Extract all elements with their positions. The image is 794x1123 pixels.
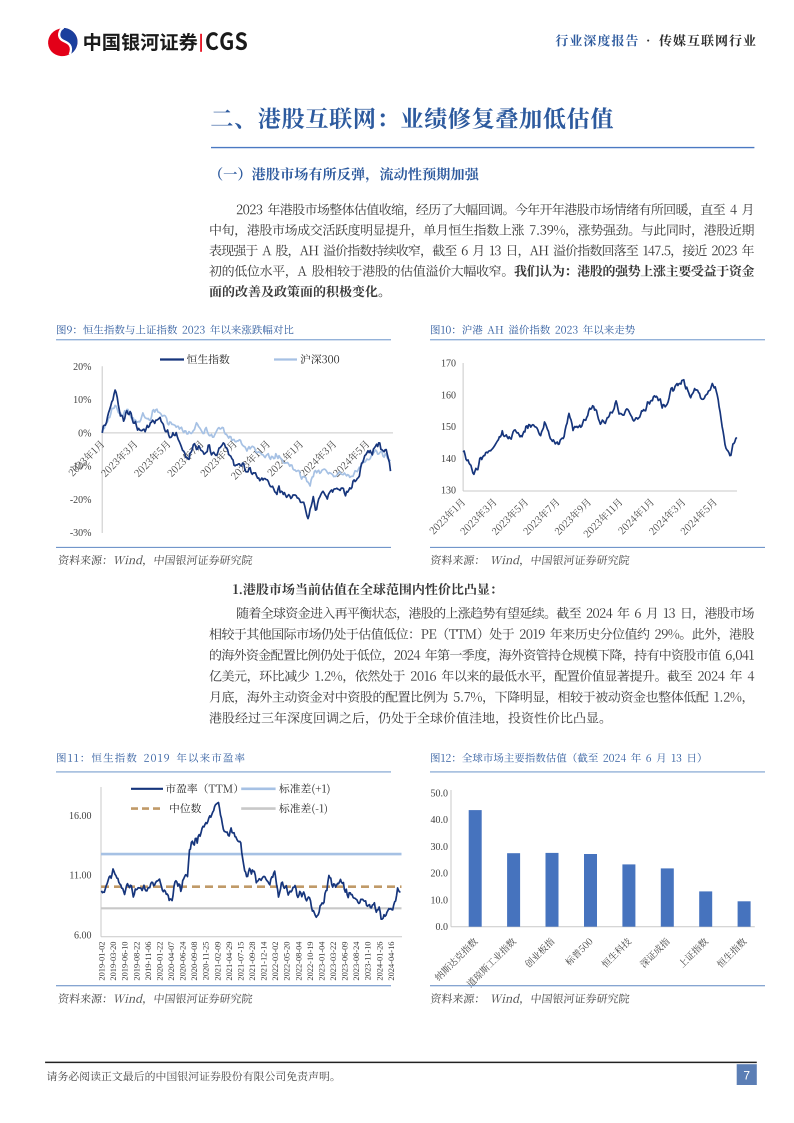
svg-text:10.0: 10.0 [431,896,449,907]
svg-text:150: 150 [441,422,456,433]
svg-text:2021-02-09: 2021-02-09 [213,942,222,981]
svg-text:2019-06-10: 2019-06-10 [121,942,130,981]
svg-text:-30%: -30% [70,528,92,539]
svg-text:-10%: -10% [70,462,92,473]
svg-text:2020-09-08: 2020-09-08 [190,942,199,981]
svg-text:2023-11-10: 2023-11-10 [364,942,373,981]
svg-text:160: 160 [441,390,456,401]
svg-text:2019-11-06: 2019-11-06 [144,942,153,981]
svg-text:2021-12-14: 2021-12-14 [260,941,269,981]
svg-text:0.0: 0.0 [436,922,449,933]
svg-text:2019-01-02: 2019-01-02 [98,942,107,981]
svg-text:30.0: 30.0 [431,842,449,853]
svg-text:40.0: 40.0 [431,815,449,826]
svg-text:6.00: 6.00 [74,930,92,941]
svg-text:50.0: 50.0 [431,789,449,800]
svg-text:2022-03-02: 2022-03-02 [271,942,280,981]
svg-text:2022-10-19: 2022-10-19 [306,942,315,981]
svg-text:2021-09-28: 2021-09-28 [248,942,257,981]
svg-text:2019-08-22: 2019-08-22 [132,942,141,981]
svg-text:2024-01-26: 2024-01-26 [375,942,384,981]
svg-text:2023-08-24: 2023-08-24 [352,941,361,981]
svg-text:16.00: 16.00 [69,811,92,822]
svg-text:11.00: 11.00 [69,871,91,882]
svg-text:2024-04-16: 2024-04-16 [387,942,396,981]
svg-text:2022-05-20: 2022-05-20 [283,942,292,981]
svg-text:2020-06-24: 2020-06-24 [179,941,188,981]
svg-text:2020-01-22: 2020-01-22 [155,942,164,981]
svg-text:2023-06-09: 2023-06-09 [341,942,350,981]
svg-text:130: 130 [441,486,456,497]
svg-text:20%: 20% [73,362,91,373]
svg-text:10%: 10% [73,395,91,406]
svg-text:2021-07-15: 2021-07-15 [236,942,245,981]
svg-text:2021-04-29: 2021-04-29 [225,942,234,981]
svg-text:2023-03-22: 2023-03-22 [329,942,338,981]
svg-text:20.0: 20.0 [431,869,449,880]
svg-text:2020-11-25: 2020-11-25 [202,942,211,981]
svg-text:-20%: -20% [70,495,92,506]
svg-text:170: 170 [441,359,456,370]
svg-text:2022-08-04: 2022-08-04 [294,941,303,981]
svg-text:2020-04-07: 2020-04-07 [167,942,176,981]
svg-text:0%: 0% [78,428,91,439]
svg-text:140: 140 [441,454,456,465]
svg-text:2019-03-20: 2019-03-20 [109,942,118,981]
svg-text:7: 7 [743,1069,750,1083]
svg-text:2023-01-04: 2023-01-04 [317,941,326,981]
